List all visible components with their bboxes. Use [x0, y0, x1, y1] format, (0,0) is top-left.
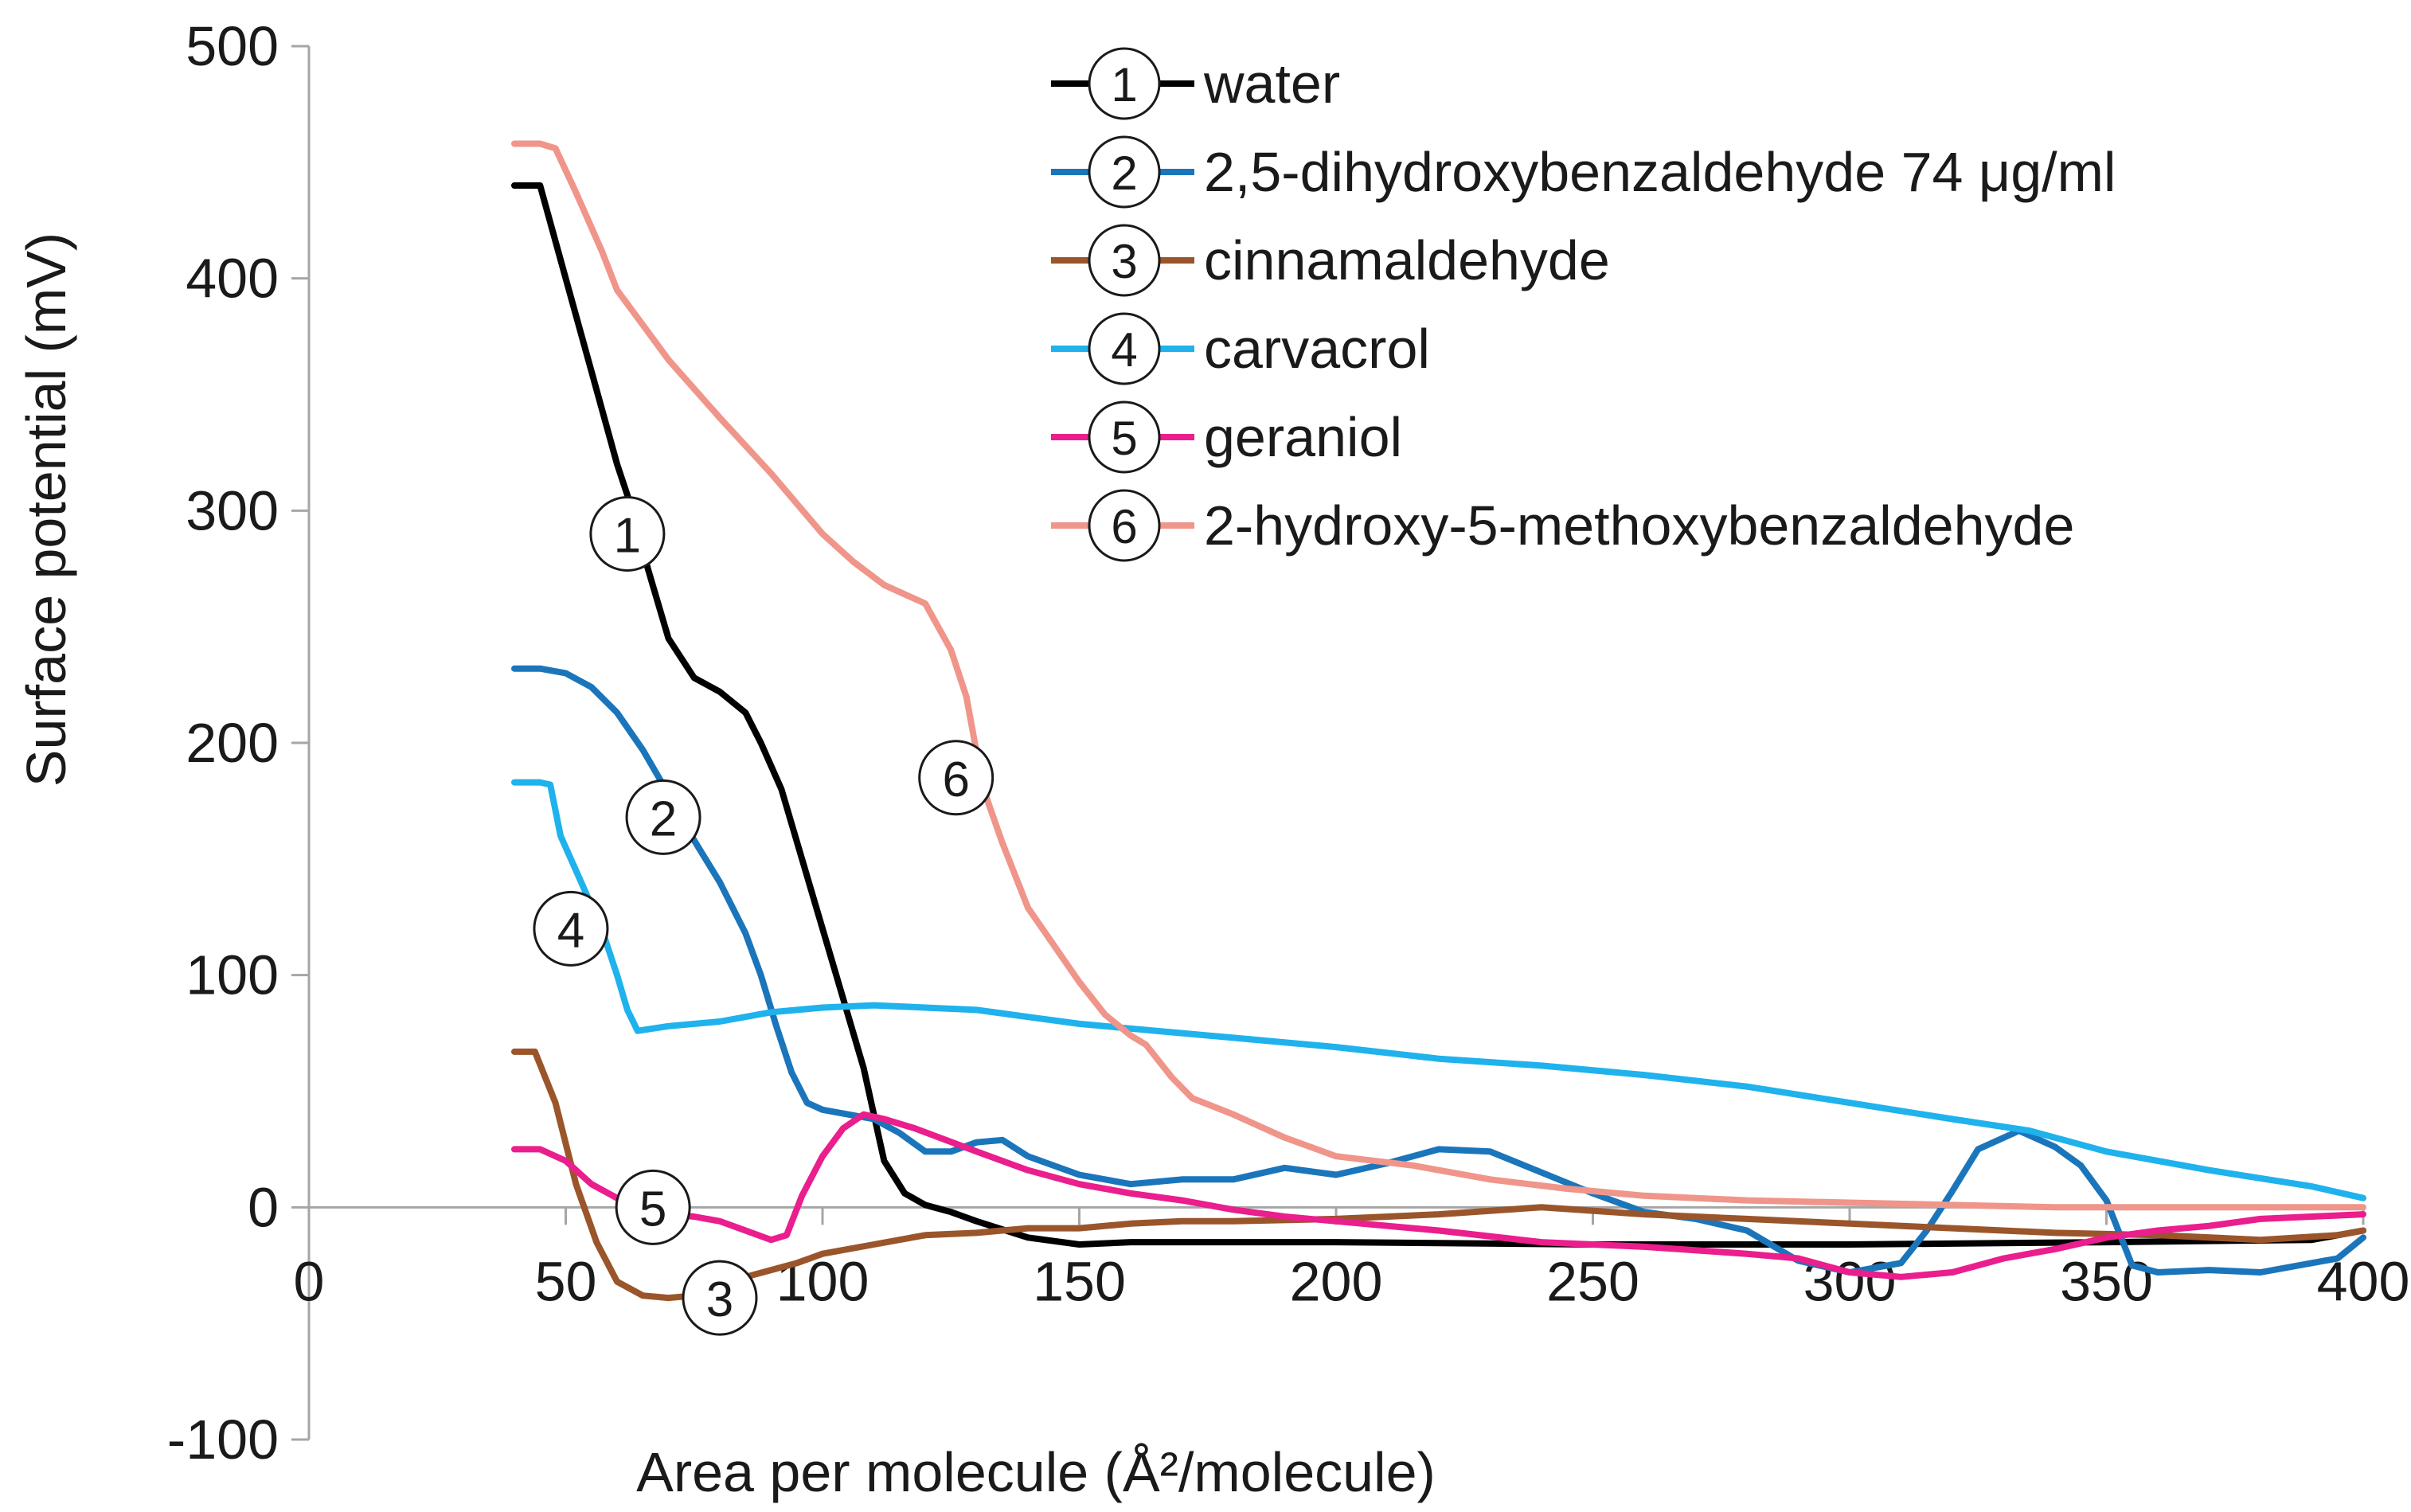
legend-marker-circle [1088, 224, 1161, 297]
legend: 1 water 2 2,5-dihydroxybenzaldehyde 74 μg/m… [1051, 47, 2116, 562]
y-tick-label: 100 [186, 944, 279, 1006]
y-axis-label: Surface potential (mV) [15, 232, 77, 787]
legend-label: water [1203, 53, 1340, 115]
x-tick-label: 50 [535, 1250, 597, 1312]
legend-marker-number: 2 [1111, 147, 1137, 200]
x-tick-label: 150 [1033, 1250, 1126, 1312]
y-tick-label: 200 [186, 712, 279, 774]
curve-labels: 1 2 3 4 5 6 [533, 496, 994, 1336]
series-line-4 [511, 779, 2366, 1201]
curve-label-text: 3 [706, 1272, 733, 1327]
legend-item-2: 2 2,5-dihydroxybenzaldehyde 74 μg/ml [1051, 135, 2116, 209]
curve-label-text: 5 [639, 1182, 666, 1237]
legend-marker-circle [1088, 400, 1161, 474]
x-tick-label: 200 [1290, 1250, 1383, 1312]
legend-marker-number: 4 [1111, 323, 1137, 377]
legend-marker-circle [1088, 489, 1161, 562]
series-line-2 [511, 665, 2366, 1276]
legend-label: carvacrol [1204, 318, 1430, 380]
curve-label-5: 5 [615, 1169, 691, 1245]
legend-label: geraniol [1204, 406, 1402, 468]
curve-label-6: 6 [918, 740, 994, 816]
x-tick-label: 350 [2060, 1250, 2153, 1312]
legend-marker-circle [1088, 47, 1161, 120]
curve-label-3: 3 [682, 1260, 758, 1336]
legend-marker-circle [1088, 135, 1161, 209]
y-tick-label: 0 [248, 1176, 279, 1238]
y-tick-label: 300 [186, 479, 279, 541]
x-axis-label: Area per molecule (Å²/molecule) [636, 1441, 1436, 1503]
curve-label-text: 1 [614, 509, 641, 564]
series-lines [511, 140, 2366, 1302]
legend-label: cinnamaldehyde [1204, 229, 1610, 291]
curve-label-1: 1 [589, 496, 666, 572]
legend-marker-number: 1 [1111, 58, 1137, 111]
legend-label: 2,5-dihydroxybenzaldehyde 74 μg/ml [1204, 141, 2116, 203]
curve-label-2: 2 [625, 779, 701, 855]
x-tick-label: 100 [776, 1250, 869, 1312]
legend-marker-number: 5 [1111, 412, 1137, 465]
y-tick-label: 400 [186, 248, 279, 310]
legend-item-5: 5 geraniol [1051, 400, 1402, 474]
series-line-3 [511, 1048, 2366, 1302]
legend-label: 2-hydroxy-5-methoxybenzaldehyde [1204, 494, 2074, 557]
legend-item-1: 1 water [1051, 47, 1340, 120]
y-tick-label: 500 [186, 15, 279, 77]
x-tick-label: 0 [294, 1250, 325, 1312]
legend-item-3: 3 cinnamaldehyde [1051, 224, 1610, 297]
series-line-6 [511, 140, 2366, 1211]
legend-marker-number: 3 [1111, 235, 1137, 288]
x-tick-label: 250 [1546, 1250, 1639, 1312]
curve-label-text: 4 [557, 903, 584, 958]
legend-marker-number: 6 [1111, 500, 1137, 553]
legend-item-4: 4 carvacrol [1051, 312, 1430, 385]
legend-marker-circle [1088, 312, 1161, 385]
x-tick-label: 300 [1803, 1250, 1897, 1312]
legend-item-6: 6 2-hydroxy-5-methoxybenzaldehyde [1051, 489, 2074, 562]
curve-label-text: 6 [942, 752, 969, 807]
y-tick-label: -100 [167, 1408, 279, 1471]
curve-label-text: 2 [650, 791, 677, 846]
series-line-5 [511, 1111, 2366, 1280]
curve-label-4: 4 [533, 890, 609, 967]
series-line-1 [511, 182, 2366, 1248]
